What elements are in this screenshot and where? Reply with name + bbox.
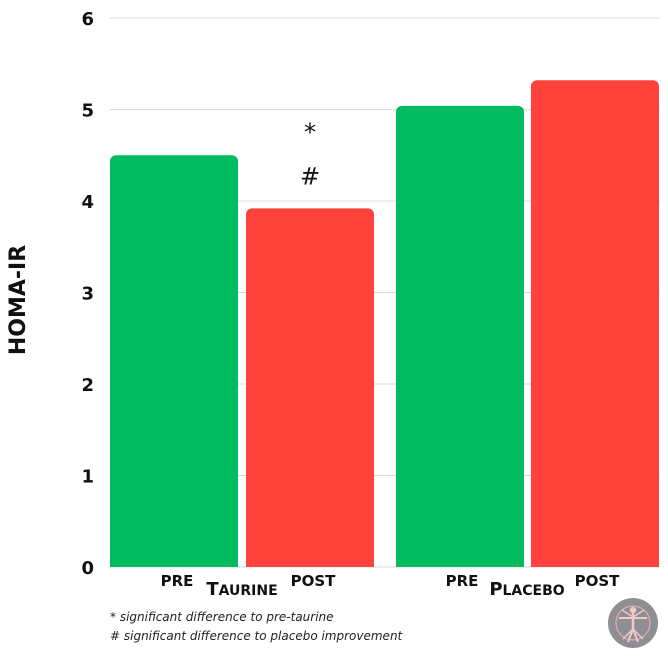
footnote-significance-placebo: # significant difference to placebo impr… — [110, 629, 403, 643]
y-tick-label: 3 — [81, 284, 94, 305]
category-labels: PRE POST TAURINE PRE POST PLACEBO — [161, 572, 621, 600]
y-tick-label: 4 — [81, 192, 94, 213]
bar-label: POST — [575, 572, 621, 590]
bar-base — [246, 559, 374, 567]
bar-placebo-pre — [396, 105, 524, 567]
y-tick-label: 0 — [81, 558, 94, 579]
significance-annotation: # — [300, 162, 320, 190]
bar-base — [110, 559, 238, 567]
bar-label: PRE — [446, 572, 479, 590]
group-label-taurine: TAURINE — [206, 579, 277, 600]
bar-taurine-pre — [110, 155, 238, 567]
bar-placebo-post — [531, 80, 659, 567]
bar-base — [531, 559, 659, 567]
y-tick-label: 2 — [81, 375, 94, 396]
bar-label: PRE — [161, 572, 194, 590]
y-tick-label: 1 — [81, 467, 94, 488]
bar-label: POST — [291, 572, 337, 590]
group-label-placebo: PLACEBO — [489, 579, 564, 600]
bar-taurine-post — [246, 208, 374, 567]
bar-base — [396, 559, 524, 567]
bars: *# — [110, 80, 659, 567]
significance-annotation: * — [304, 118, 316, 146]
footnote-significance-pre: * significant difference to pre-taurine — [110, 610, 334, 624]
vitruvian-man-logo-icon — [608, 598, 658, 648]
y-tick-label: 5 — [81, 101, 94, 122]
y-axis-ticks: 0 1 2 3 4 5 6 — [81, 9, 94, 579]
y-tick-label: 6 — [81, 9, 94, 30]
y-axis-label: HOMA-IR — [6, 245, 31, 355]
